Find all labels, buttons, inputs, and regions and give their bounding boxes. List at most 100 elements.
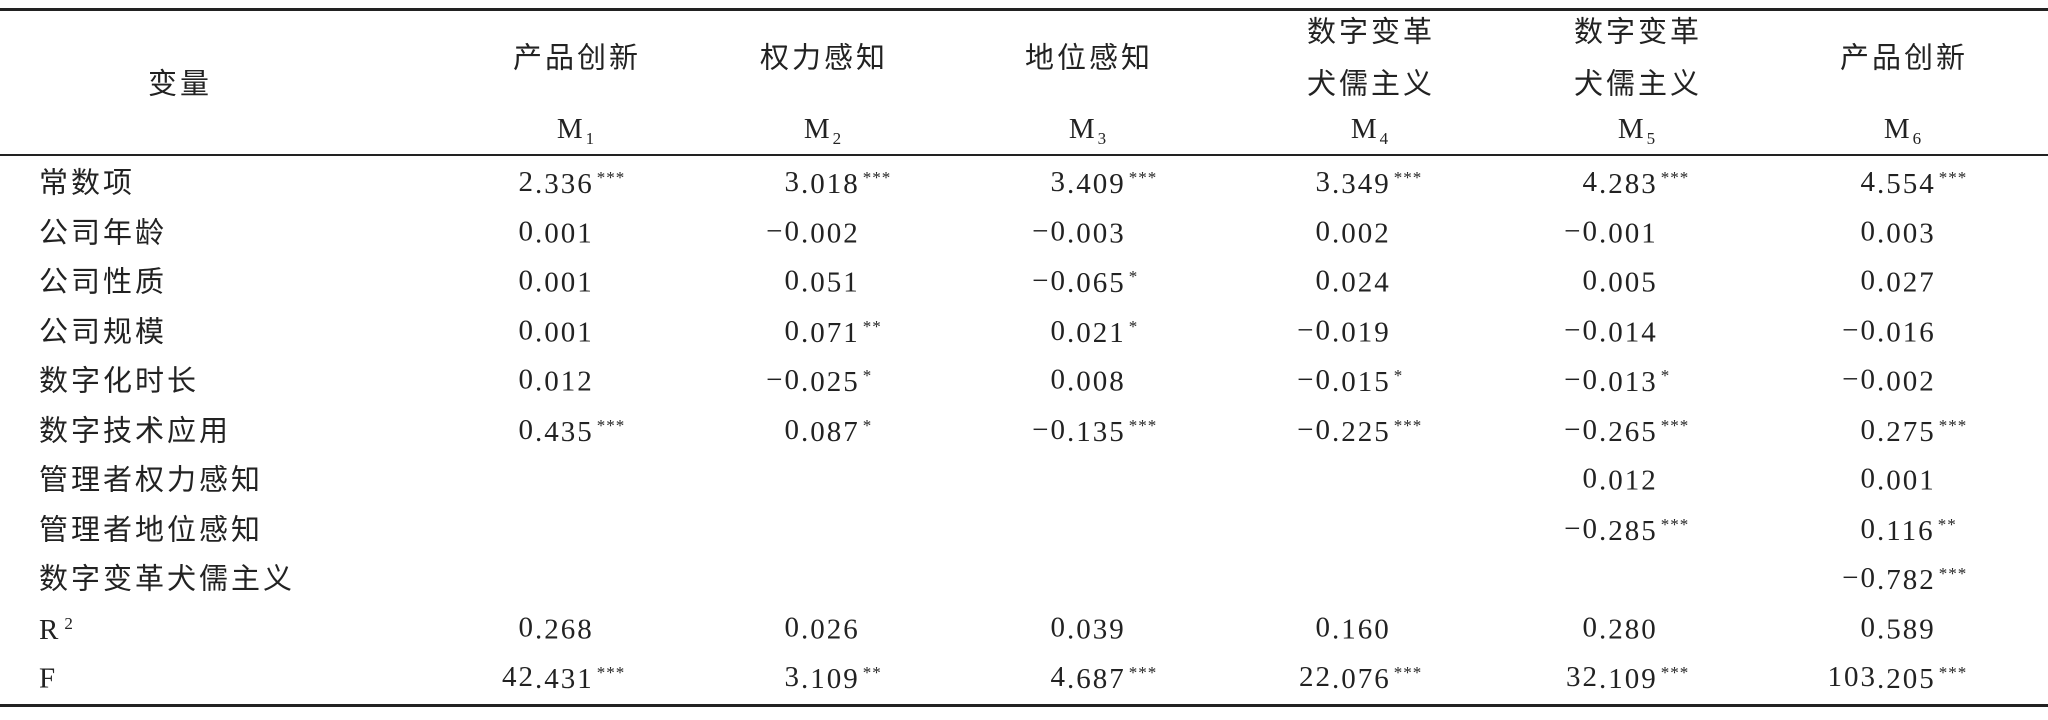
cell-value: −0.015: [1297, 364, 1391, 398]
significance: ***: [596, 415, 626, 435]
cell-value: −0.065: [1032, 265, 1126, 299]
cell: 3.409 ***: [1051, 168, 1158, 199]
cell-value: 32.109: [1566, 661, 1658, 695]
cell-value: 0.001: [518, 215, 594, 249]
cell: 3.018 ***: [785, 168, 891, 199]
row-label-text: 管理者权力感知: [39, 464, 264, 497]
cell: 0.001: [1861, 464, 1936, 496]
cell: −0.285 ***: [1564, 512, 1690, 547]
row-label: 公司年龄: [39, 219, 167, 248]
cell: −0.019: [1297, 316, 1391, 347]
row-label: F: [39, 662, 59, 695]
cell: −0.225 ***: [1297, 413, 1423, 448]
significance: *: [862, 366, 873, 385]
cell-value: −0.014: [1564, 314, 1658, 348]
cell: 0.012: [1582, 462, 1658, 497]
row-label-sup: 2: [64, 613, 74, 633]
cell: 0.001: [519, 266, 594, 298]
row-label-text: 常数项: [39, 167, 136, 200]
significance: ***: [1660, 663, 1690, 682]
cell-value: −0.225: [1297, 413, 1391, 448]
cell: 2.336 ***: [518, 166, 625, 200]
cell-value: 0.275: [1860, 413, 1936, 448]
cell-value: 0.051: [784, 264, 860, 299]
cell-value: −0.001: [1564, 215, 1658, 249]
cell-value: −0.135: [1032, 413, 1126, 448]
cell: −0.025 *: [766, 364, 873, 398]
cell: −0.003: [1032, 217, 1126, 248]
row-label-text: 公司性质: [39, 266, 168, 299]
cell: 32.109 ***: [1566, 661, 1690, 695]
cell: 0.087 *: [785, 415, 873, 447]
cell-value: 0.012: [1582, 462, 1658, 497]
cell: 0.021 *: [1050, 314, 1138, 349]
cell-value: 4.554: [1860, 166, 1936, 200]
significance: ***: [1938, 663, 1968, 682]
column-title: 犬儒主义: [1573, 68, 1703, 101]
significance: ***: [1660, 514, 1690, 534]
model-label: M4: [1350, 113, 1391, 148]
cell-value: −0.025: [766, 364, 860, 398]
cell: 0.268: [518, 611, 594, 645]
significance: ***: [1938, 168, 1968, 187]
model-letter: M: [803, 113, 833, 145]
cell: 0.435 ***: [519, 415, 626, 447]
row-label-text: F: [39, 662, 59, 695]
cell-value: −0.265: [1564, 413, 1658, 448]
significance: ***: [1938, 415, 1968, 435]
row-label-text: 管理者地位感知: [39, 514, 264, 546]
model-letter: M: [1350, 113, 1380, 145]
cell-value: 103.205: [1827, 661, 1936, 695]
cell: 3.109 **: [785, 663, 882, 694]
significance: ***: [1393, 663, 1423, 682]
cell-value: 0.268: [518, 611, 594, 645]
cell: 4.554 ***: [1860, 166, 1968, 200]
cell-value: 22.076: [1299, 661, 1391, 695]
corner-header: 变量: [147, 68, 213, 101]
row-label-text: 公司规模: [39, 316, 168, 348]
cell: 0.589: [1861, 613, 1936, 644]
cell: 22.076 ***: [1299, 661, 1423, 695]
cell: 0.275 ***: [1860, 413, 1968, 448]
row-label: 常数项: [39, 167, 136, 200]
cell-value: 0.001: [518, 314, 594, 348]
column-title: 地位感知: [1024, 42, 1154, 75]
cell: 0.024: [1316, 266, 1391, 298]
cell: 0.002: [1316, 217, 1391, 248]
significance: ***: [1393, 415, 1423, 435]
cell: 0.008: [1051, 365, 1126, 397]
cell-value: 0.021: [1050, 314, 1126, 349]
cell: 0.071 **: [785, 316, 882, 348]
row-label: 管理者地位感知: [39, 516, 263, 545]
column-title: 犬儒主义: [1306, 68, 1436, 101]
significance: *: [862, 415, 873, 435]
cell: −0.015 *: [1297, 364, 1404, 398]
cell-value: 3.349: [1315, 166, 1391, 200]
cell-value: −0.285: [1564, 512, 1658, 547]
significance: ***: [1128, 168, 1158, 187]
significance: ***: [1393, 168, 1423, 187]
significance: *: [1393, 366, 1404, 385]
model-label: M1: [556, 113, 597, 148]
cell: 0.116 **: [1860, 512, 1957, 547]
model-index: 5: [1646, 129, 1659, 148]
cell-value: 2.336: [518, 166, 594, 200]
cell-value: 0.116: [1860, 512, 1935, 547]
row-label: 数字变革犬儒主义: [39, 565, 295, 595]
cell-value: 0.027: [1860, 264, 1936, 299]
cell-value: −0.016: [1842, 314, 1936, 348]
model-label: M5: [1618, 115, 1659, 148]
model-letter: M: [1068, 113, 1098, 145]
cell: 0.039: [1051, 613, 1126, 644]
cell-value: 0.160: [1315, 611, 1391, 645]
cell-value: 42.431: [502, 661, 594, 695]
row-label: 数字化时长: [39, 367, 199, 397]
cell-value: −0.782: [1842, 562, 1936, 596]
model-label: M6: [1884, 115, 1925, 148]
row-label: 数字技术应用: [39, 417, 231, 446]
model-index: 6: [1912, 129, 1925, 148]
significance: *: [1128, 267, 1139, 286]
model-letter: M: [556, 113, 586, 145]
